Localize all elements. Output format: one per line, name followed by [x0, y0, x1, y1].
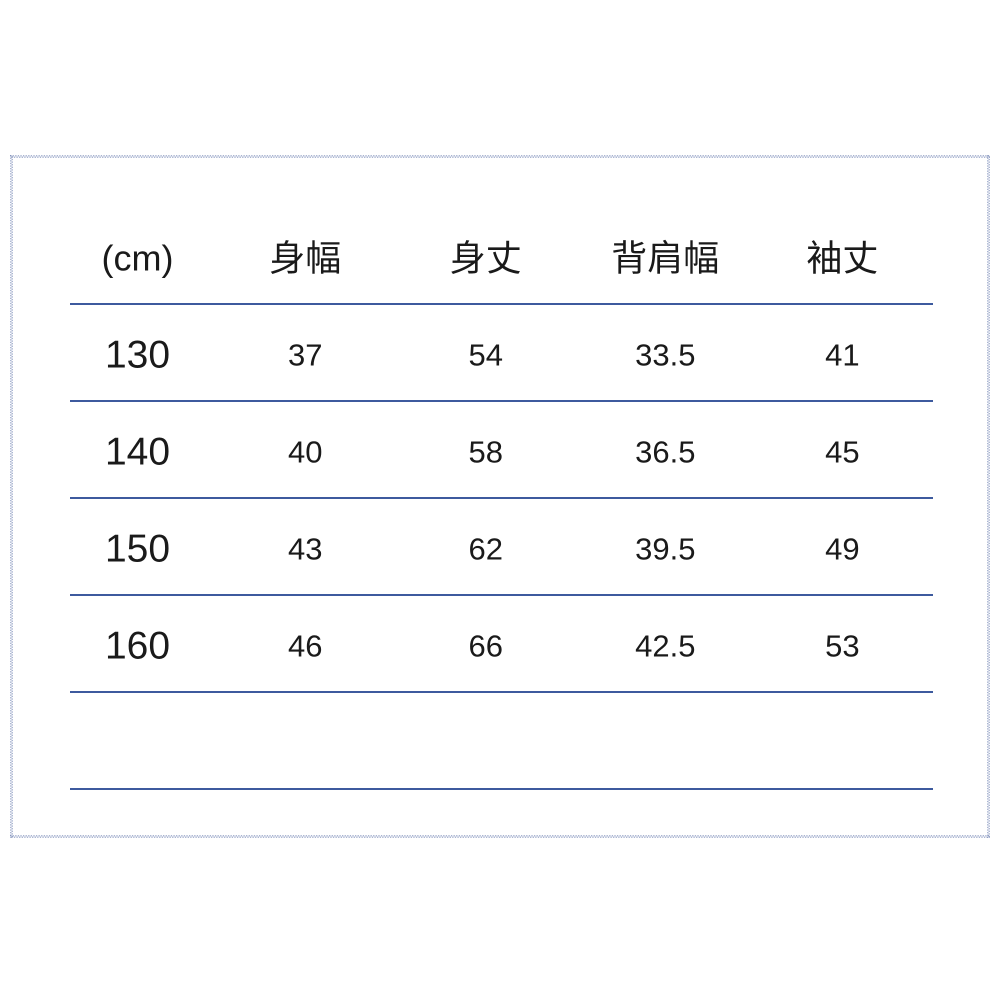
- svg-text:130: 130: [105, 334, 170, 377]
- svg-text:身丈: 身丈: [450, 238, 522, 279]
- svg-text:42.5: 42.5: [635, 629, 695, 664]
- svg-text:54: 54: [469, 338, 503, 373]
- svg-text:33.5: 33.5: [635, 338, 695, 373]
- svg-text:36.5: 36.5: [635, 435, 695, 470]
- svg-text:40: 40: [288, 435, 322, 470]
- svg-text:62: 62: [469, 532, 503, 567]
- svg-text:160: 160: [105, 625, 170, 668]
- svg-text:58: 58: [469, 435, 503, 470]
- svg-text:(cm): (cm): [102, 238, 174, 279]
- svg-text:袖丈: 袖丈: [806, 238, 878, 279]
- svg-text:53: 53: [825, 629, 859, 664]
- svg-text:140: 140: [105, 431, 170, 474]
- svg-text:39.5: 39.5: [635, 532, 695, 567]
- svg-text:150: 150: [105, 528, 170, 571]
- svg-text:37: 37: [288, 338, 322, 373]
- svg-text:43: 43: [288, 532, 322, 567]
- svg-text:66: 66: [469, 629, 503, 664]
- svg-text:49: 49: [825, 532, 859, 567]
- svg-text:46: 46: [288, 629, 322, 664]
- svg-text:41: 41: [825, 338, 859, 373]
- svg-text:背肩幅: 背肩幅: [611, 238, 719, 279]
- svg-text:身幅: 身幅: [269, 238, 341, 279]
- svg-text:45: 45: [825, 435, 859, 470]
